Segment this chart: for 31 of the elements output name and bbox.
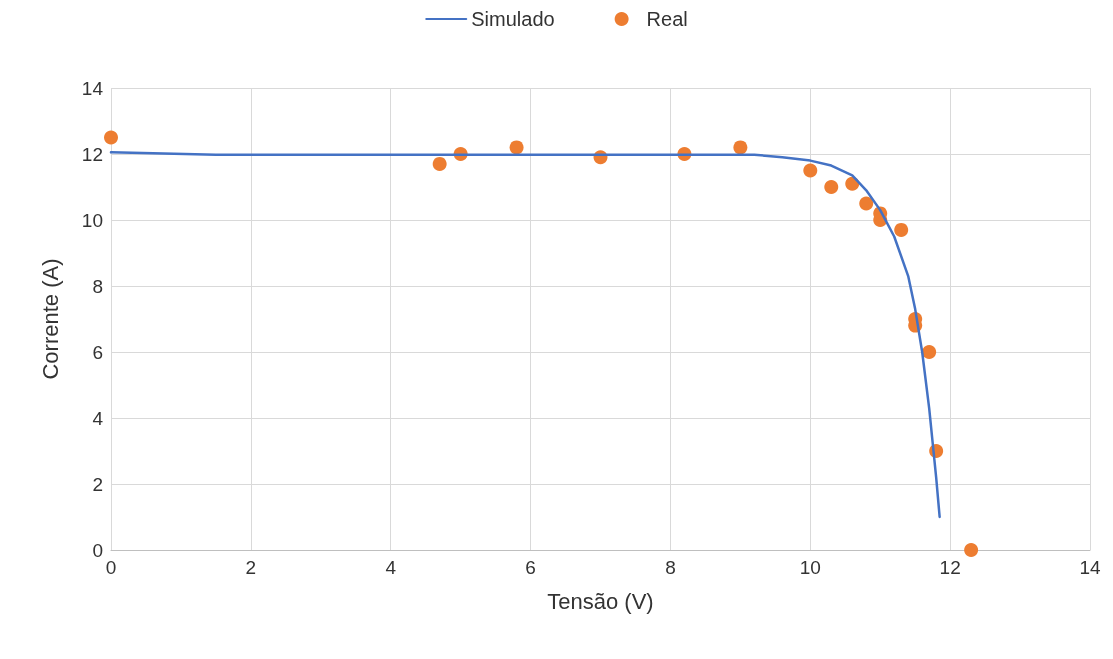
legend-label: Simulado xyxy=(471,8,555,30)
x-tick-label: 4 xyxy=(385,557,397,578)
y-tick-label: 12 xyxy=(81,143,103,165)
y-tick-label: 0 xyxy=(92,539,103,561)
x-tick-label: 12 xyxy=(939,557,961,578)
y-tick-label: 8 xyxy=(92,275,103,297)
y-tick-label: 6 xyxy=(92,341,103,363)
point xyxy=(964,543,979,557)
point xyxy=(922,345,937,359)
y-tick-label: 10 xyxy=(81,209,103,231)
x-axis-title: Tensão (V) xyxy=(547,588,654,614)
y-tick-label: 2 xyxy=(92,473,103,495)
x-tick-label: 8 xyxy=(665,557,676,578)
point xyxy=(859,196,874,211)
x-tick-label: 2 xyxy=(245,557,257,578)
x-tick-label: 6 xyxy=(525,557,536,578)
point xyxy=(509,140,524,155)
point xyxy=(432,156,447,171)
x-tick-label: 10 xyxy=(799,557,821,578)
y-tick-label: 14 xyxy=(81,77,104,99)
x-tick-label: 14 xyxy=(1079,557,1101,578)
point xyxy=(803,163,818,178)
x-tick-label: 0 xyxy=(105,557,117,578)
legend-label: Real xyxy=(646,8,688,30)
y-axis-title: Corrente (A) xyxy=(37,258,63,380)
point xyxy=(733,140,748,155)
point xyxy=(104,130,118,145)
line-series xyxy=(109,151,941,519)
point xyxy=(824,180,839,194)
point xyxy=(894,222,909,237)
y-tick-label: 4 xyxy=(92,407,104,429)
